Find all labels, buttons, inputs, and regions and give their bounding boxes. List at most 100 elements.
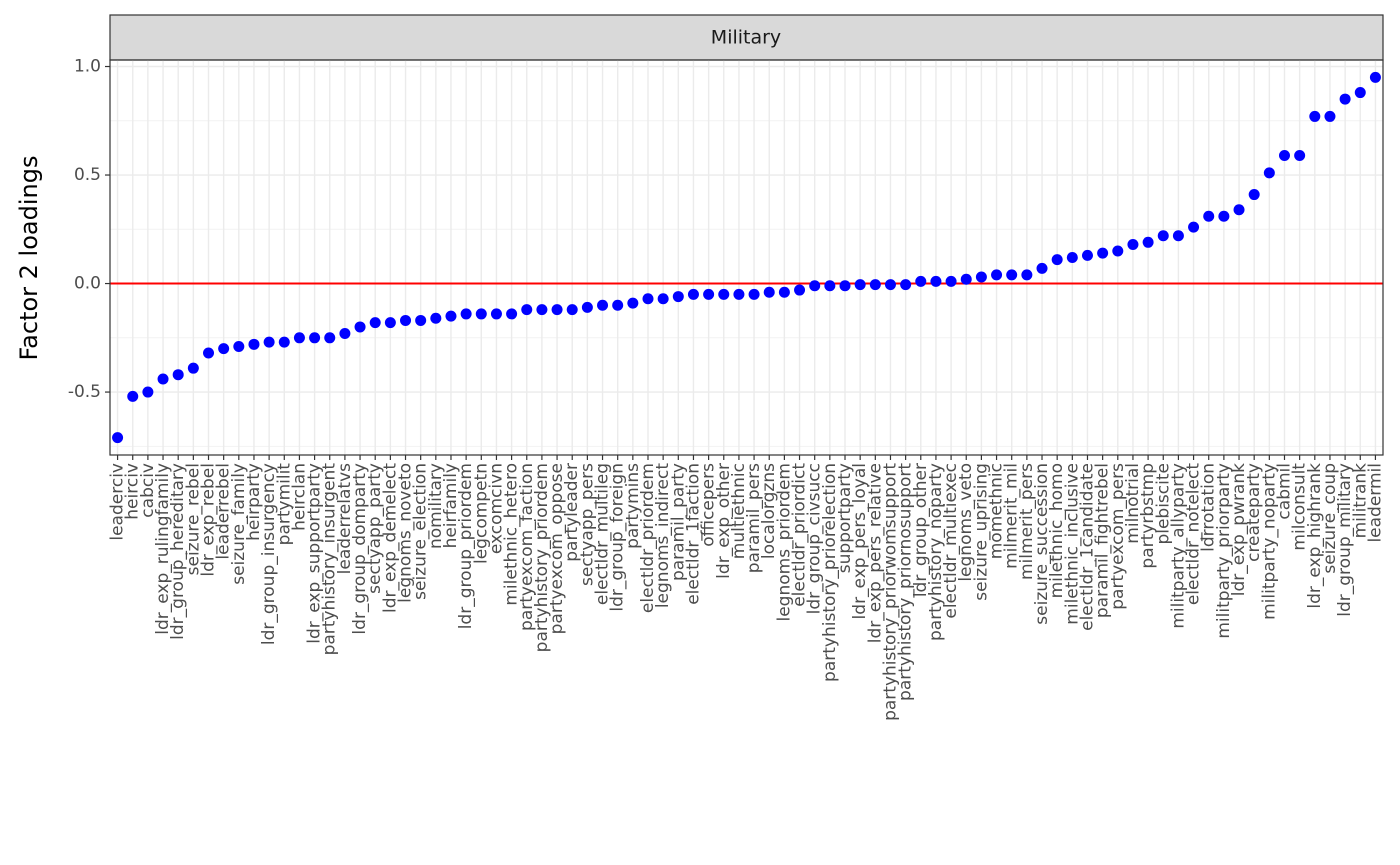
facet-strip bbox=[109, 14, 1384, 61]
x-tick-label: supportparty bbox=[835, 463, 855, 573]
x-tick-label: partyexcom_oppose bbox=[547, 463, 567, 634]
x-tick-label: milethnic_hetero bbox=[502, 463, 522, 606]
x-tick-label: milmerit_mil bbox=[1002, 463, 1022, 569]
x-tick-label: ldr_exp_pers_loyal bbox=[850, 463, 870, 619]
point bbox=[1066, 252, 1078, 263]
x-tick-label: seizure_election bbox=[411, 463, 431, 600]
x-tick-label: legcompetn bbox=[471, 463, 491, 564]
point bbox=[1006, 269, 1018, 281]
x-tick-label: heirfamily bbox=[441, 463, 461, 548]
x-tick-label: partyhistory_priornosupport bbox=[896, 463, 916, 701]
point bbox=[627, 297, 639, 309]
point bbox=[1157, 230, 1169, 242]
x-tick-label: ldr_group_hereditary bbox=[168, 463, 188, 640]
x-tick-label: seizure_family bbox=[229, 463, 249, 585]
x-tick-label: partymins bbox=[623, 463, 643, 549]
point bbox=[1248, 189, 1260, 201]
point bbox=[490, 308, 502, 320]
point bbox=[521, 304, 533, 316]
x-tick-label: electldr_1candidate bbox=[1077, 463, 1097, 631]
x-tick-label: officepers bbox=[699, 463, 719, 547]
point bbox=[930, 275, 942, 287]
point bbox=[187, 362, 199, 374]
x-tick-label: ldr_exp_other bbox=[714, 463, 734, 579]
x-tick-label: ldr_exp_rebel bbox=[199, 463, 219, 577]
point bbox=[839, 280, 851, 292]
point bbox=[1369, 71, 1381, 83]
x-tick-label: ldr_group_domparty bbox=[350, 463, 370, 635]
point bbox=[1233, 204, 1245, 216]
point bbox=[1218, 210, 1230, 222]
x-tick-label: paramil_party bbox=[668, 463, 688, 581]
point bbox=[127, 390, 139, 402]
x-tick-label: milethnic_homo bbox=[1047, 463, 1067, 598]
point bbox=[536, 304, 548, 316]
x-tick-label: paramil_fightrebel bbox=[1093, 463, 1113, 618]
x-tick-label: partyhistory_priorwomsupport bbox=[880, 463, 900, 721]
point bbox=[551, 304, 563, 316]
x-tick-label: ldr_group_other bbox=[911, 463, 931, 597]
x-tick-label: ldr_group_foreign bbox=[608, 463, 628, 612]
point bbox=[233, 340, 245, 352]
y-tick-label: 0.0 bbox=[74, 274, 101, 294]
point bbox=[1278, 149, 1290, 161]
point bbox=[945, 275, 957, 287]
point bbox=[218, 343, 230, 355]
x-tick-label: ldrrotation bbox=[1199, 463, 1219, 552]
x-tick-label: militrank bbox=[1350, 463, 1370, 539]
x-tick-label: ldr_exp_demelect bbox=[380, 463, 400, 613]
point bbox=[278, 336, 290, 348]
x-tick-label: seizure_rebel bbox=[183, 463, 203, 575]
point bbox=[900, 279, 912, 291]
point bbox=[672, 291, 684, 303]
point bbox=[506, 308, 518, 320]
x-tick-label: electldr_notelect bbox=[1184, 463, 1204, 605]
x-tick-label: plebiscite bbox=[1153, 463, 1173, 545]
point bbox=[809, 280, 821, 292]
point bbox=[1021, 269, 1033, 281]
point bbox=[975, 271, 987, 283]
y-tick-label: -0.5 bbox=[68, 382, 101, 402]
x-tick-label: legnoms_priordem bbox=[774, 463, 794, 621]
point bbox=[1188, 221, 1200, 233]
x-tick-label: ldr_exp_supportparty bbox=[305, 463, 325, 644]
x-tick-label: partyhistory_priorelection bbox=[820, 463, 840, 682]
point bbox=[960, 273, 972, 285]
x-tick-label: cabmil bbox=[1274, 463, 1294, 520]
point bbox=[718, 288, 730, 300]
x-tick-label: createparty bbox=[1244, 463, 1264, 562]
x-tick-label: heirciv bbox=[123, 463, 143, 520]
x-tick-label: seizure_uprising bbox=[971, 463, 991, 601]
x-tick-label: ldr_group_priordem bbox=[456, 463, 476, 629]
point bbox=[112, 432, 124, 444]
x-tick-label: partyexcom_pers bbox=[1108, 463, 1128, 610]
x-tick-label: milconsult bbox=[1290, 463, 1310, 551]
x-tick-label: legnoms_noveto bbox=[396, 463, 416, 603]
x-tick-label: electldr_multiexec bbox=[941, 463, 961, 619]
point bbox=[597, 299, 609, 311]
point bbox=[354, 321, 366, 333]
x-tick-label: milmerit_pers bbox=[1017, 463, 1037, 580]
x-tick-label: ldr_group_insurgency bbox=[259, 463, 279, 645]
point bbox=[1036, 262, 1048, 274]
point bbox=[778, 286, 790, 298]
point bbox=[1263, 167, 1275, 179]
point bbox=[991, 269, 1003, 281]
x-tick-label: ldr_group_civsucc bbox=[805, 463, 825, 614]
point bbox=[854, 279, 866, 291]
x-tick-label: excomcivn bbox=[486, 463, 506, 554]
x-tick-label: partymilit bbox=[274, 463, 294, 546]
point bbox=[369, 317, 381, 329]
point bbox=[339, 327, 351, 339]
y-tick-label: 0.5 bbox=[74, 165, 101, 185]
point bbox=[1127, 238, 1139, 250]
point bbox=[581, 301, 593, 313]
x-tick-label: ldr_exp_pers_relative bbox=[865, 463, 885, 643]
x-tick-label: leaderrebel bbox=[214, 463, 234, 560]
point bbox=[415, 314, 427, 326]
point bbox=[1324, 110, 1336, 122]
x-tick-label: electldr_multileg bbox=[593, 463, 613, 605]
x-tick-label: militparty_noparty bbox=[1259, 463, 1279, 620]
